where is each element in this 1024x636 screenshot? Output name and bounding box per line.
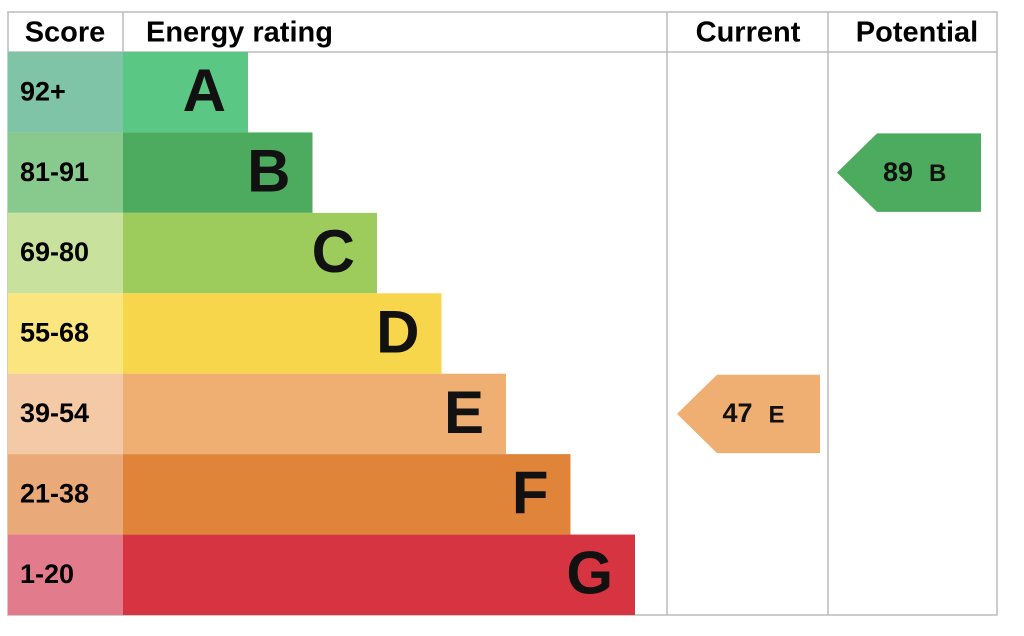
score-range: 81-91: [20, 157, 89, 187]
rating-bar: [123, 212, 377, 294]
rating-letter: A: [183, 57, 226, 124]
header-potential: Potential: [856, 17, 978, 49]
header-current: Current: [696, 17, 801, 49]
current-arrow: [677, 374, 820, 454]
score-range: 21-38: [20, 478, 89, 508]
rating-letter: F: [512, 459, 549, 526]
score-range: 1-20: [20, 559, 74, 589]
rating-letter: E: [444, 379, 484, 446]
score-cell: [8, 293, 123, 374]
score-cell: [8, 373, 123, 455]
rating-bar: [123, 132, 313, 213]
score-range: 69-80: [20, 237, 89, 267]
score-range: 92+: [20, 76, 66, 106]
score-cell: [8, 534, 123, 615]
rating-bar: [123, 373, 506, 455]
potential-value: 89: [883, 157, 913, 187]
potential-arrow: [837, 133, 981, 212]
score-cell: [8, 454, 123, 535]
score-range: 39-54: [20, 398, 89, 428]
rating-bar: [123, 454, 571, 535]
rating-letter: G: [566, 540, 613, 607]
score-cell: [8, 212, 123, 294]
current-letter: E: [769, 401, 785, 428]
rating-bar: [123, 52, 248, 133]
rating-letter: B: [247, 137, 290, 204]
rating-bar: [123, 534, 635, 615]
score-cell: [8, 132, 123, 213]
rating-letter: D: [376, 298, 419, 365]
potential-letter: B: [929, 160, 946, 187]
current-value: 47: [722, 398, 752, 428]
score-cell: [8, 52, 123, 133]
header-rating: Energy rating: [146, 17, 333, 49]
score-range: 55-68: [20, 318, 89, 348]
rating-bar: [123, 293, 442, 374]
rating-letter: C: [312, 218, 355, 285]
header-score: Score: [25, 17, 106, 49]
